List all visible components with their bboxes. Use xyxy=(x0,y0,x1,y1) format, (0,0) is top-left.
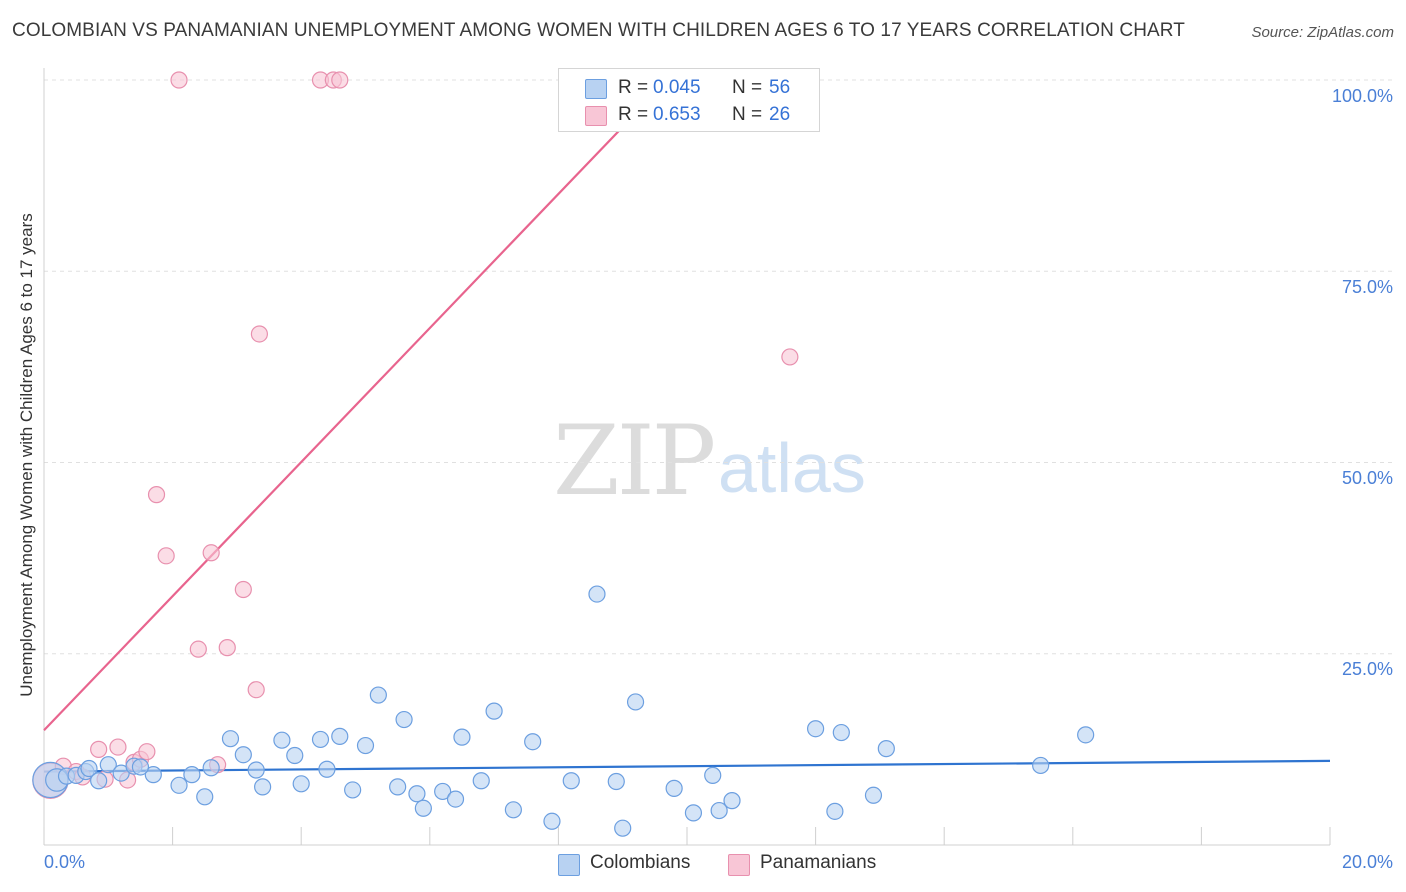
point-colombians xyxy=(90,772,108,790)
legend-n-value: 56 xyxy=(769,77,791,98)
point-colombians xyxy=(408,785,426,803)
point-colombians xyxy=(344,781,362,799)
point-colombians xyxy=(684,804,703,822)
point-colombians xyxy=(131,758,150,776)
point-colombians xyxy=(504,801,522,819)
point-panamanians xyxy=(170,71,188,89)
point-panamanians xyxy=(247,681,265,699)
data-points xyxy=(32,71,1095,837)
point-panamanians xyxy=(781,348,799,366)
point-colombians xyxy=(826,802,844,820)
y-tick-label-50: 50.0% xyxy=(1341,468,1393,488)
point-colombians xyxy=(369,686,387,704)
point-colombians xyxy=(1077,726,1095,744)
point-panamanians xyxy=(189,640,207,658)
trend-line-panamanians xyxy=(43,79,669,732)
point-colombians xyxy=(562,772,580,790)
point-panamanians xyxy=(331,71,349,89)
point-colombians xyxy=(665,779,683,797)
point-colombians xyxy=(704,766,722,784)
point-panamanians xyxy=(147,486,166,504)
point-colombians xyxy=(607,772,625,791)
y-tick-label-100: 100.0% xyxy=(1331,86,1393,106)
bottom-legend-swatch-panamanians xyxy=(728,854,750,876)
point-colombians xyxy=(710,801,728,820)
point-colombians xyxy=(254,778,272,796)
point-colombians xyxy=(170,776,188,794)
trend-line-colombians xyxy=(43,759,1331,773)
point-panamanians xyxy=(90,740,108,758)
legend-n-label: N = xyxy=(732,104,763,125)
bottom-legend-label-panamanians: Panamanians xyxy=(760,852,877,873)
point-colombians xyxy=(832,723,850,742)
point-colombians xyxy=(453,728,471,746)
point-colombians xyxy=(524,733,542,751)
point-colombians xyxy=(202,759,220,777)
point-panamanians xyxy=(234,580,252,599)
point-colombians xyxy=(446,790,465,808)
point-colombians xyxy=(723,792,741,810)
watermark-zip: ZIP xyxy=(553,405,716,517)
point-colombians xyxy=(99,756,117,774)
point-colombians xyxy=(806,720,825,738)
point-colombians xyxy=(1032,756,1050,775)
y-axis-label: Unemployment Among Women with Children A… xyxy=(17,213,36,697)
x-tick-label-min: 0.0% xyxy=(44,852,86,872)
point-colombians xyxy=(183,766,201,784)
point-colombians xyxy=(331,727,349,745)
point-colombians xyxy=(395,710,413,729)
chart-title: COLOMBIAN VS PANAMANIAN UNEMPLOYMENT AMO… xyxy=(12,20,1185,41)
y-tick-label-25: 25.0% xyxy=(1341,659,1393,679)
bottom-legend-swatch-colombians xyxy=(558,854,580,876)
point-colombians xyxy=(614,819,632,837)
point-colombians xyxy=(80,759,98,778)
point-colombians xyxy=(286,746,304,765)
x-tick-label-max: 20.0% xyxy=(1341,852,1393,872)
point-panamanians xyxy=(157,547,175,565)
legend-r-value: 0.045 xyxy=(653,77,701,98)
watermark-atlas: atlas xyxy=(718,429,866,507)
trend-lines xyxy=(43,79,1331,773)
legend-swatch-colombians xyxy=(585,79,607,99)
point-colombians xyxy=(414,799,432,817)
point-colombians xyxy=(626,693,645,711)
point-colombians xyxy=(864,786,883,804)
point-colombians xyxy=(221,730,240,748)
point-colombians xyxy=(273,731,291,749)
axes xyxy=(43,68,1331,846)
grid-lines xyxy=(44,79,1392,655)
point-panamanians xyxy=(202,544,220,562)
legend-r-label: R = xyxy=(618,104,649,125)
legend-n-label: N = xyxy=(732,77,763,98)
point-colombians xyxy=(877,740,895,758)
y-tick-label-75: 75.0% xyxy=(1341,277,1393,297)
point-colombians xyxy=(196,788,214,806)
legend-swatch-panamanians xyxy=(585,106,607,126)
point-colombians xyxy=(247,761,265,779)
point-colombians xyxy=(311,730,330,749)
point-colombians xyxy=(318,760,336,778)
point-colombians xyxy=(144,766,162,784)
correlation-legend: R = 0.045 N = 56 R = 0.653 N = 26 xyxy=(558,68,820,132)
bottom-legend-label-colombians: Colombians xyxy=(590,852,691,873)
point-colombians xyxy=(356,736,375,755)
legend-r-value: 0.653 xyxy=(653,104,701,125)
point-colombians xyxy=(588,585,606,603)
source-label: Source: ZipAtlas.com xyxy=(1251,24,1394,41)
point-panamanians xyxy=(138,743,156,761)
point-colombians xyxy=(292,775,310,793)
point-colombians xyxy=(543,812,561,830)
legend-r-label: R = xyxy=(618,77,649,98)
point-colombians xyxy=(485,702,503,720)
point-colombians xyxy=(234,746,252,764)
point-colombians xyxy=(389,778,407,796)
point-panamanians xyxy=(250,325,269,343)
point-panamanians xyxy=(218,639,236,657)
point-panamanians xyxy=(109,738,127,756)
legend-n-value: 26 xyxy=(769,104,791,125)
point-colombians xyxy=(434,782,452,801)
point-colombians xyxy=(472,772,490,790)
